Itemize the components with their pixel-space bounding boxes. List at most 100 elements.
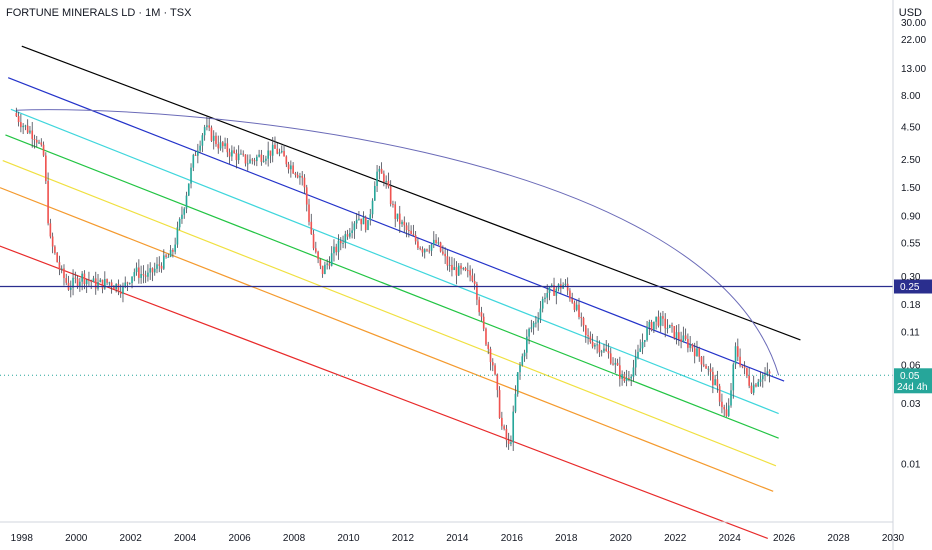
channel-line: [0, 187, 774, 492]
y-tick-label: 2.50: [901, 155, 921, 166]
candle-body: [315, 248, 317, 252]
candle-body: [328, 263, 331, 266]
hline-badge-label: 0.25: [900, 282, 920, 293]
candle-body: [748, 375, 750, 386]
candle-body: [494, 365, 496, 375]
candle-body: [537, 319, 539, 323]
candle-body: [165, 255, 167, 258]
candle-body: [696, 348, 698, 357]
candle-body: [532, 322, 535, 328]
candle-body: [378, 168, 381, 172]
y-tick-label: 0.06: [901, 361, 921, 372]
candle-body: [296, 174, 299, 178]
candle-body: [17, 116, 20, 123]
candle-body: [476, 283, 478, 300]
x-tick-label: 2020: [610, 533, 633, 544]
candle-body: [525, 336, 528, 353]
candle-body: [691, 344, 694, 349]
candle-body: [487, 344, 490, 349]
candle-body: [467, 270, 469, 272]
candle-body: [594, 344, 596, 347]
candle-body: [128, 283, 131, 285]
candle-body: [38, 142, 40, 144]
candle-body: [501, 417, 503, 427]
candle-body: [133, 272, 136, 277]
candle-body: [110, 282, 113, 287]
x-tick-label: 1998: [11, 533, 34, 544]
channel-line: [0, 245, 768, 539]
candle-body: [637, 351, 639, 358]
candle-body: [389, 186, 392, 204]
candle-body: [74, 277, 77, 279]
countdown-label: 24d 4h: [897, 382, 928, 393]
channel-line: [21, 45, 801, 341]
candle-body: [716, 379, 719, 387]
arc-line: [16, 109, 780, 376]
candle-body: [514, 393, 517, 412]
candle-body: [369, 214, 372, 221]
arc-drawing: [16, 109, 780, 376]
current-price-label: 0.05: [900, 371, 920, 382]
channel-line: [7, 77, 785, 382]
candle-body: [668, 324, 671, 328]
candle-body: [24, 125, 27, 127]
candle-body: [743, 366, 746, 369]
x-tick-label: 2024: [719, 533, 742, 544]
candle-body: [49, 223, 52, 237]
candle-body: [580, 317, 583, 319]
candle-body: [240, 153, 242, 155]
candle-body: [203, 127, 206, 136]
candle-body: [88, 279, 90, 281]
candle-body: [662, 316, 664, 319]
candle-body: [619, 365, 621, 379]
candle-body: [326, 263, 328, 265]
candle-body: [246, 163, 249, 165]
candle-body: [417, 241, 419, 248]
candle-body: [566, 283, 569, 291]
candle-body: [212, 135, 215, 141]
candle-body: [267, 150, 269, 159]
candle-body: [344, 234, 347, 244]
candle-body: [521, 356, 524, 366]
channel-line: [2, 160, 777, 467]
candle-body: [732, 364, 735, 391]
candle-body: [290, 165, 292, 170]
candle-body: [541, 299, 544, 309]
candle-body: [505, 428, 508, 441]
x-tick-label: 2016: [501, 533, 524, 544]
candle-body: [224, 143, 226, 147]
x-tick-label: 2010: [337, 533, 360, 544]
candle-body: [153, 268, 156, 273]
candle-body: [460, 265, 462, 269]
candle-body: [712, 371, 714, 386]
candle-body: [233, 150, 235, 154]
candle-body: [156, 264, 158, 269]
candle-body: [736, 346, 739, 357]
candle-body: [190, 167, 192, 184]
x-tick-label: 2018: [555, 533, 578, 544]
candle-body: [442, 251, 444, 254]
candle-body: [616, 362, 619, 366]
candle-body: [376, 171, 378, 186]
x-tick-label: 2004: [174, 533, 197, 544]
candle-body: [178, 218, 181, 228]
y-tick-label: 0.55: [901, 238, 921, 249]
candle-body: [181, 214, 183, 219]
candle-body: [51, 236, 54, 247]
candle-body: [76, 278, 79, 286]
candle-body: [700, 356, 703, 365]
candle-body: [548, 286, 551, 293]
candle-body: [335, 246, 338, 253]
candle-body: [655, 316, 657, 322]
candle-body: [546, 292, 549, 298]
candle-body: [151, 268, 154, 273]
candle-body: [730, 390, 732, 406]
candle-body: [131, 276, 133, 284]
candle-body: [312, 234, 315, 249]
candle-body: [358, 218, 360, 220]
candle-body: [280, 151, 283, 153]
currency-label[interactable]: USD: [898, 7, 922, 19]
candle-body: [621, 374, 623, 379]
candle-body: [426, 249, 428, 251]
